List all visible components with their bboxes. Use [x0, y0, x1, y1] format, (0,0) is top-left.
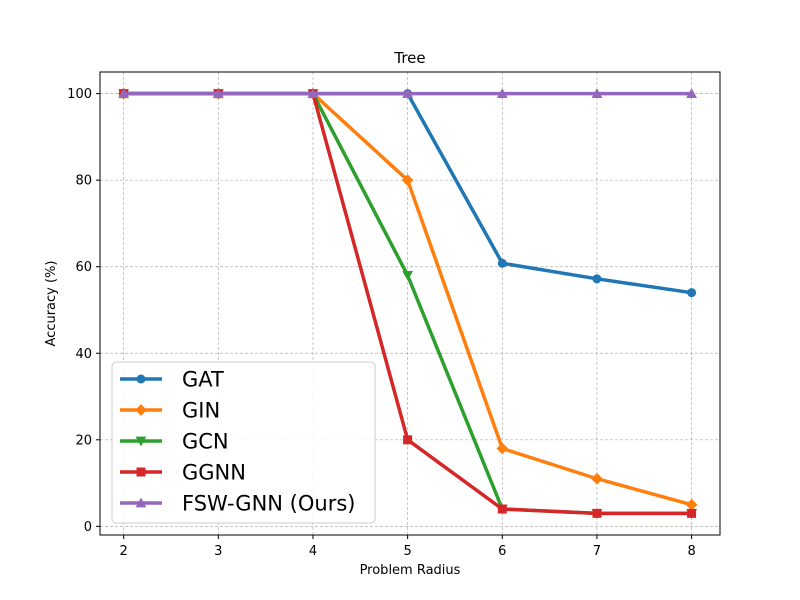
y-tick-label: 100: [67, 87, 92, 102]
data-point: [118, 88, 130, 98]
x-tick-label: 2: [120, 544, 128, 559]
data-point: [686, 88, 698, 98]
legend: GAT GIN GCN GGNN FSW-GNN (Ours): [111, 361, 376, 524]
x-tick-label: 7: [593, 544, 601, 559]
data-point: [307, 88, 319, 98]
data-point: [402, 271, 414, 281]
legend-item: GGNN: [120, 461, 246, 485]
data-point: [592, 508, 602, 518]
legend-item: GAT: [120, 368, 224, 392]
series-fsw-gnn-ours: [118, 88, 698, 98]
plot-frame: [99, 71, 721, 536]
legend-marker: [135, 436, 147, 447]
y-tick-label: 80: [75, 174, 92, 189]
legend-label: GAT: [182, 368, 224, 392]
data-point: [212, 88, 224, 98]
data-point: [497, 504, 507, 514]
legend-item: GCN: [120, 430, 229, 454]
chart-title: Tree: [393, 49, 425, 67]
data-point: [403, 435, 413, 445]
legend-label: GIN: [182, 399, 220, 423]
x-axis-label: Problem Radius: [360, 563, 461, 578]
data-point: [687, 288, 697, 298]
y-tick-label: 40: [75, 347, 92, 362]
x-tick-label: 8: [687, 544, 695, 559]
series-layer: [117, 87, 698, 519]
data-point: [687, 508, 697, 518]
legend-marker: [136, 374, 146, 384]
y-tick-label: 0: [84, 520, 92, 535]
legend-label: GCN: [182, 430, 229, 454]
data-point: [402, 88, 414, 98]
y-tick-label: 20: [75, 433, 92, 448]
y-tick-label: 60: [75, 260, 92, 275]
data-point: [685, 498, 698, 511]
legend-item: GIN: [120, 399, 220, 423]
legend-marker: [135, 497, 147, 508]
legend-marker: [135, 404, 147, 416]
data-point: [592, 274, 602, 284]
x-tick-label: 3: [214, 544, 222, 559]
data-point: [591, 88, 603, 98]
x-tick-label: 6: [498, 544, 506, 559]
legend-box: [111, 361, 376, 524]
legend-label: FSW-GNN (Ours): [182, 492, 355, 516]
data-point: [496, 88, 508, 98]
legend-label: GGNN: [182, 461, 246, 485]
data-point: [497, 258, 507, 268]
legend-item: FSW-GNN (Ours): [120, 492, 355, 516]
data-point: [591, 472, 603, 485]
legend-marker: [136, 467, 146, 477]
data-point: [401, 174, 414, 187]
x-tick-label: 4: [309, 544, 317, 559]
data-point: [496, 442, 509, 455]
y-axis-label: Accuracy (%): [44, 261, 59, 347]
x-tick-label: 5: [403, 544, 411, 559]
